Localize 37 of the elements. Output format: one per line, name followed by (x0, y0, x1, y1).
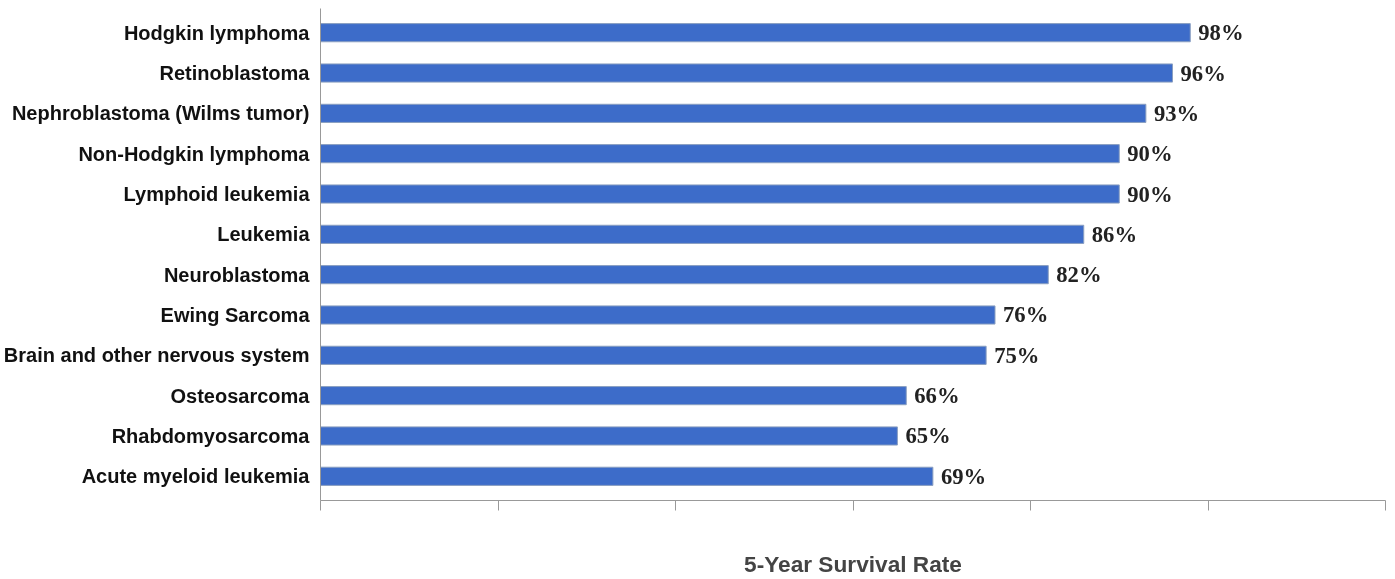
bar (320, 426, 898, 446)
data-label: 66% (914, 383, 960, 409)
data-label: 65% (905, 423, 951, 449)
y-tick-label: Lymphoid leukemia (123, 183, 311, 206)
y-tick-label: Neuroblastoma (163, 263, 311, 286)
bar (320, 345, 987, 365)
bar (320, 63, 1173, 83)
data-label: 93% (1153, 100, 1200, 126)
y-tick-label: Non-Hodgkin lymphoma (78, 142, 311, 165)
data-label: 90% (1127, 181, 1173, 207)
data-label: 96% (1180, 60, 1226, 86)
y-tick-label: Acute myeloid leukemia (81, 465, 311, 488)
data-label: 90% (1127, 141, 1173, 167)
y-tick-label: Retinoblastoma (159, 62, 311, 85)
bar (320, 265, 1049, 285)
bar (320, 23, 1191, 43)
bar (320, 224, 1085, 244)
y-tick-label: Hodgkin lymphoma (123, 21, 311, 44)
y-tick-label: Leukemia (217, 223, 311, 246)
y-tick-label: Osteosarcoma (170, 384, 311, 407)
data-label: 76% (1003, 302, 1049, 328)
bar (320, 184, 1120, 204)
y-tick-label: Brain and other nervous system (3, 344, 310, 367)
bar (320, 144, 1120, 164)
data-label: 98% (1198, 20, 1244, 46)
data-label: 82% (1056, 262, 1102, 288)
data-label: 86% (1091, 221, 1138, 247)
bar (320, 305, 996, 325)
bar (320, 466, 934, 486)
bar (320, 103, 1147, 123)
y-tick-label: Nephroblastoma (Wilms tumor) (11, 102, 310, 125)
y-tick-label: Rhabdomyosarcoma (111, 424, 311, 447)
x-axis-title: 5-Year Survival Rate (744, 550, 962, 577)
y-tick-label: Ewing Sarcoma (160, 303, 311, 326)
bar (320, 386, 907, 406)
data-label: 75% (994, 342, 1040, 368)
data-label: 69% (940, 463, 987, 489)
